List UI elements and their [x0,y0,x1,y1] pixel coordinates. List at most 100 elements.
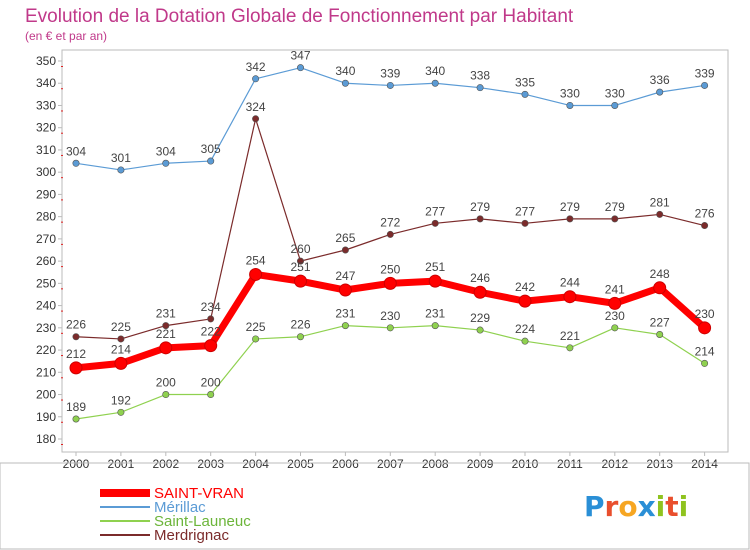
data-label: 339 [380,66,400,80]
data-label: 248 [650,267,670,281]
data-point [72,333,80,341]
data-label: 189 [66,400,86,414]
data-point [252,335,260,343]
data-point [117,166,125,174]
x-axis: 2000 2001 2002 2003 2004 2005 2006 2007 2008 2009… [63,452,718,471]
legend-label: SAINT-VRAN [154,485,244,502]
data-label: 276 [695,207,715,221]
y-tick-label: 250 [36,276,56,290]
data-point [566,101,574,109]
data-point [159,341,173,355]
data-label: 231 [335,307,355,321]
x-tick-label: 2011 [557,457,583,471]
data-label: 339 [695,66,715,80]
chart-subtitle: (en € et par an) [25,29,107,43]
data-point [72,159,80,167]
x-tick-label: 2005 [287,457,314,471]
y-tick-label: 270 [36,232,56,246]
data-point [611,215,619,223]
data-point [431,79,439,87]
data-point [653,281,667,295]
data-label: 251 [425,260,445,274]
data-point [701,81,709,89]
data-label: 277 [515,204,535,218]
data-label: 234 [201,300,221,314]
data-label: 200 [201,376,221,390]
data-point [431,219,439,227]
x-tick-label: 2012 [601,457,628,471]
data-label: 214 [695,344,715,358]
data-label: 281 [650,195,670,209]
data-label: 338 [470,69,490,83]
data-label: 200 [156,376,176,390]
data-point [338,283,352,297]
y-tick-label: 210 [36,365,56,379]
y-tick-label: 200 [36,388,56,402]
data-label: 231 [156,307,176,321]
data-labels: 304 301 304 305 342 347 340 339 340 338 335 330 330 3… [66,49,715,414]
data-label: 244 [560,276,580,290]
data-label: 301 [111,151,131,165]
data-point [386,81,394,89]
y-tick-label: 330 [36,98,56,112]
y-tick-label: 220 [36,343,56,357]
data-point [611,324,619,332]
data-label: 340 [335,64,355,78]
data-point [341,246,349,254]
legend-label: Mérillac [154,499,206,516]
data-point [162,159,170,167]
brand-letter: x [638,490,656,523]
data-label: 330 [560,86,580,100]
x-tick-label: 2000 [63,457,90,471]
data-label: 272 [380,215,400,229]
data-label: 279 [605,200,625,214]
data-point [566,344,574,352]
data-point [608,296,622,310]
brand-letter: i [679,490,689,523]
data-label: 254 [246,253,266,267]
data-label: 231 [425,307,445,321]
data-label: 226 [290,318,310,332]
data-label: 260 [290,242,310,256]
data-label: 222 [201,325,221,339]
data-label: 305 [201,142,221,156]
data-point [701,359,709,367]
data-point [521,337,529,345]
data-point [656,210,664,218]
data-point [162,322,170,330]
data-point [249,267,263,281]
data-point [204,339,218,353]
data-point [207,157,215,165]
brand-letter: o [618,490,637,523]
y-tick-label: 240 [36,299,56,313]
y-tick-label: 280 [36,210,56,224]
y-axis: 180 190 200 210 220 230 240 250 260 270 280 290 300 3… [36,54,63,446]
y-tick-label: 320 [36,121,56,135]
x-tick-label: 2007 [377,457,404,471]
plot-area [61,49,729,453]
data-label: 241 [605,282,625,296]
data-point [296,257,304,265]
data-point [611,101,619,109]
data-point [476,215,484,223]
data-point [117,335,125,343]
data-label: 304 [66,144,86,158]
data-point [431,322,439,330]
y-tick-label: 340 [36,76,56,90]
data-point [117,408,125,416]
data-point [656,88,664,96]
x-tick-label: 2013 [646,457,673,471]
data-label: 277 [425,204,445,218]
data-point [566,215,574,223]
data-label: 324 [246,100,266,114]
data-label: 330 [605,86,625,100]
data-label: 230 [380,309,400,323]
data-label: 226 [66,318,86,332]
data-label: 214 [111,342,131,356]
data-point [207,391,215,399]
data-label: 336 [650,73,670,87]
data-label: 230 [695,307,715,321]
x-tick-label: 2009 [467,457,494,471]
data-label: 230 [605,309,625,323]
